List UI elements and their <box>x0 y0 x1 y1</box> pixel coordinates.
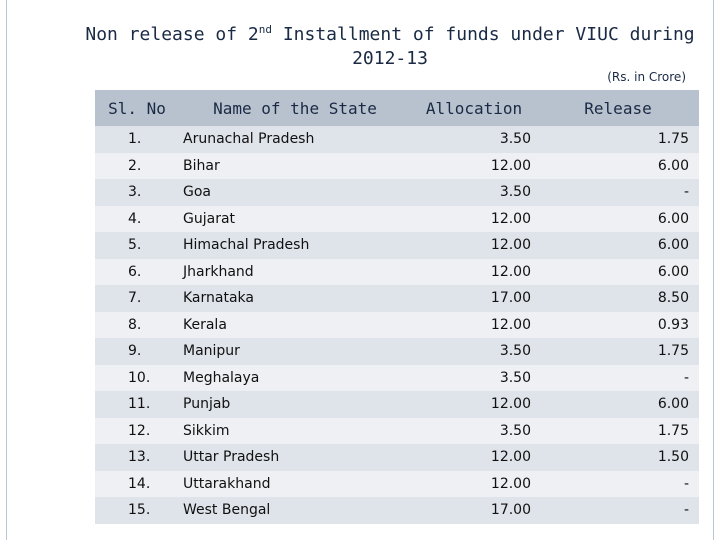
slide-title: Non release of 2nd Installment of funds … <box>40 18 720 71</box>
table-row: 8. Kerala 12.00 0.93 <box>95 311 699 338</box>
slide-border-right <box>713 0 714 540</box>
cell-state-name: Arunachal Pradesh <box>179 126 411 153</box>
cell-allocation: 3.50 <box>411 364 537 391</box>
cell-release: - <box>537 497 699 524</box>
cell-state-name: Manipur <box>179 338 411 365</box>
table-header-row: Sl. No Name of the State Allocation Rele… <box>95 90 699 126</box>
title-line-1: Non release of 2nd Installment of funds … <box>40 18 720 47</box>
cell-sl-no: 1. <box>95 126 179 153</box>
cell-state-name: Kerala <box>179 311 411 338</box>
cell-release: 1.75 <box>537 417 699 444</box>
cell-allocation: 3.50 <box>411 417 537 444</box>
cell-state-name: Meghalaya <box>179 364 411 391</box>
table-row: 12. Sikkim 3.50 1.75 <box>95 417 699 444</box>
cell-state-name: Uttarakhand <box>179 470 411 497</box>
cell-release: 1.50 <box>537 444 699 471</box>
cell-allocation: 12.00 <box>411 391 537 418</box>
cell-sl-no: 14. <box>95 470 179 497</box>
cell-sl-no: 12. <box>95 417 179 444</box>
cell-state-name: Goa <box>179 179 411 206</box>
cell-sl-no: 9. <box>95 338 179 365</box>
cell-state-name: West Bengal <box>179 497 411 524</box>
cell-release: - <box>537 179 699 206</box>
cell-allocation: 12.00 <box>411 258 537 285</box>
table-row: 13. Uttar Pradesh 12.00 1.50 <box>95 444 699 471</box>
cell-state-name: Sikkim <box>179 417 411 444</box>
cell-release: 8.50 <box>537 285 699 312</box>
cell-release: 6.00 <box>537 232 699 259</box>
cell-sl-no: 7. <box>95 285 179 312</box>
table-row: 10. Meghalaya 3.50- <box>95 364 699 391</box>
cell-state-name: Jharkhand <box>179 258 411 285</box>
cell-sl-no: 13. <box>95 444 179 471</box>
cell-allocation: 12.00 <box>411 232 537 259</box>
cell-release: 6.00 <box>537 258 699 285</box>
cell-allocation: 12.00 <box>411 470 537 497</box>
title-line-1-part-b: Installment of funds under VIUC during <box>272 24 695 45</box>
cell-sl-no: 6. <box>95 258 179 285</box>
title-line-2: 2012-13 <box>352 48 428 69</box>
cell-allocation: 3.50 <box>411 338 537 365</box>
cell-sl-no: 8. <box>95 311 179 338</box>
cell-sl-no: 4. <box>95 205 179 232</box>
table-row: 4. Gujarat 12.00 6.00 <box>95 205 699 232</box>
cell-sl-no: 10. <box>95 364 179 391</box>
table-row: 3. Goa 3.50- <box>95 179 699 206</box>
table-row: 11. Punjab 12.00 6.00 <box>95 391 699 418</box>
cell-release: 1.75 <box>537 338 699 365</box>
header-sl-no: Sl. No <box>95 90 179 126</box>
cell-allocation: 3.50 <box>411 179 537 206</box>
cell-allocation: 12.00 <box>411 444 537 471</box>
slide-border-left <box>6 0 7 540</box>
table-row: 7. Karnataka 17.00 8.50 <box>95 285 699 312</box>
cell-allocation: 17.00 <box>411 497 537 524</box>
table-row: 5. Himachal Pradesh 12.00 6.00 <box>95 232 699 259</box>
table-row: 9. Manipur 3.50 1.75 <box>95 338 699 365</box>
cell-state-name: Uttar Pradesh <box>179 444 411 471</box>
units-note: (Rs. in Crore) <box>607 70 686 84</box>
title-superscript: nd <box>258 23 272 36</box>
table-row: 6. Jharkhand 12.00 6.00 <box>95 258 699 285</box>
cell-release: 6.00 <box>537 152 699 179</box>
header-release: Release <box>537 90 699 126</box>
cell-state-name: Bihar <box>179 152 411 179</box>
cell-state-name: Gujarat <box>179 205 411 232</box>
funds-table: Sl. No Name of the State Allocation Rele… <box>95 90 699 524</box>
table-row: 15. West Bengal 17.00- <box>95 497 699 524</box>
cell-sl-no: 11. <box>95 391 179 418</box>
cell-release: - <box>537 364 699 391</box>
cell-allocation: 3.50 <box>411 126 537 153</box>
cell-release: 0.93 <box>537 311 699 338</box>
cell-release: 6.00 <box>537 205 699 232</box>
table-row: 2. Bihar 12.00 6.00 <box>95 152 699 179</box>
table-row: 14. Uttarakhand 12.00- <box>95 470 699 497</box>
cell-sl-no: 5. <box>95 232 179 259</box>
cell-release: 1.75 <box>537 126 699 153</box>
title-line-1-part-a: Non release of 2 <box>85 24 259 45</box>
cell-allocation: 12.00 <box>411 205 537 232</box>
cell-state-name: Karnataka <box>179 285 411 312</box>
header-allocation: Allocation <box>411 90 537 126</box>
cell-allocation: 12.00 <box>411 152 537 179</box>
cell-sl-no: 3. <box>95 179 179 206</box>
table-body: 1. Arunachal Pradesh 3.50 1.75 2. Bihar 12.00 6… <box>95 126 699 524</box>
cell-release: 6.00 <box>537 391 699 418</box>
cell-release: - <box>537 470 699 497</box>
cell-allocation: 12.00 <box>411 311 537 338</box>
header-state-name: Name of the State <box>179 90 411 126</box>
cell-state-name: Punjab <box>179 391 411 418</box>
cell-sl-no: 15. <box>95 497 179 524</box>
table-row: 1. Arunachal Pradesh 3.50 1.75 <box>95 126 699 153</box>
cell-allocation: 17.00 <box>411 285 537 312</box>
cell-sl-no: 2. <box>95 152 179 179</box>
cell-state-name: Himachal Pradesh <box>179 232 411 259</box>
